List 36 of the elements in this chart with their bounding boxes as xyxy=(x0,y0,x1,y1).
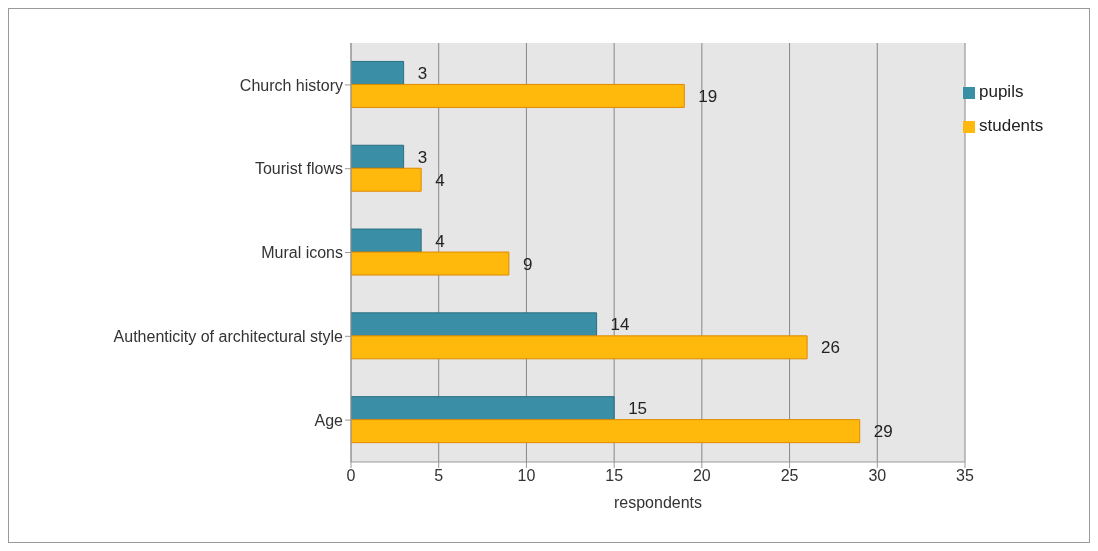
x-tick-label: 25 xyxy=(780,467,799,485)
y-tick-label: Mural icons xyxy=(261,244,343,262)
bar xyxy=(351,251,510,276)
x-axis-title: respondents xyxy=(613,494,703,511)
data-label: 3 xyxy=(417,63,428,83)
bar xyxy=(351,396,615,421)
data-label: 14 xyxy=(610,315,630,335)
bar xyxy=(351,83,685,108)
data-label: 4 xyxy=(435,231,445,251)
x-tick-label: 5 xyxy=(434,467,444,485)
y-tick-label: Authenticity of architectural style xyxy=(113,327,344,345)
legend-label: pupils xyxy=(979,82,1024,101)
data-label: 9 xyxy=(522,254,533,274)
x-tick-label: 15 xyxy=(605,467,624,485)
data-label: 26 xyxy=(821,338,841,358)
x-tick-label: 35 xyxy=(956,467,974,485)
data-label: 15 xyxy=(628,399,648,419)
legend-label: students xyxy=(979,116,1044,135)
y-tick-label: Church history xyxy=(239,76,343,94)
bar xyxy=(351,228,422,253)
x-tick-label: 20 xyxy=(692,467,711,485)
y-tick-label: Age xyxy=(314,411,344,429)
bar xyxy=(351,312,598,337)
x-tick-label: 0 xyxy=(346,467,356,485)
bar xyxy=(351,335,808,360)
bar xyxy=(351,167,422,192)
bar xyxy=(351,419,861,444)
y-tick-label: Tourist flows xyxy=(254,160,343,178)
bar xyxy=(351,144,405,169)
data-label: 29 xyxy=(873,422,893,442)
x-tick-label: 30 xyxy=(868,467,887,485)
bar xyxy=(351,60,405,85)
data-label: 4 xyxy=(435,170,445,190)
x-tick-label: 10 xyxy=(517,467,536,485)
data-label: 3 xyxy=(417,147,428,167)
data-label: 19 xyxy=(698,86,718,106)
